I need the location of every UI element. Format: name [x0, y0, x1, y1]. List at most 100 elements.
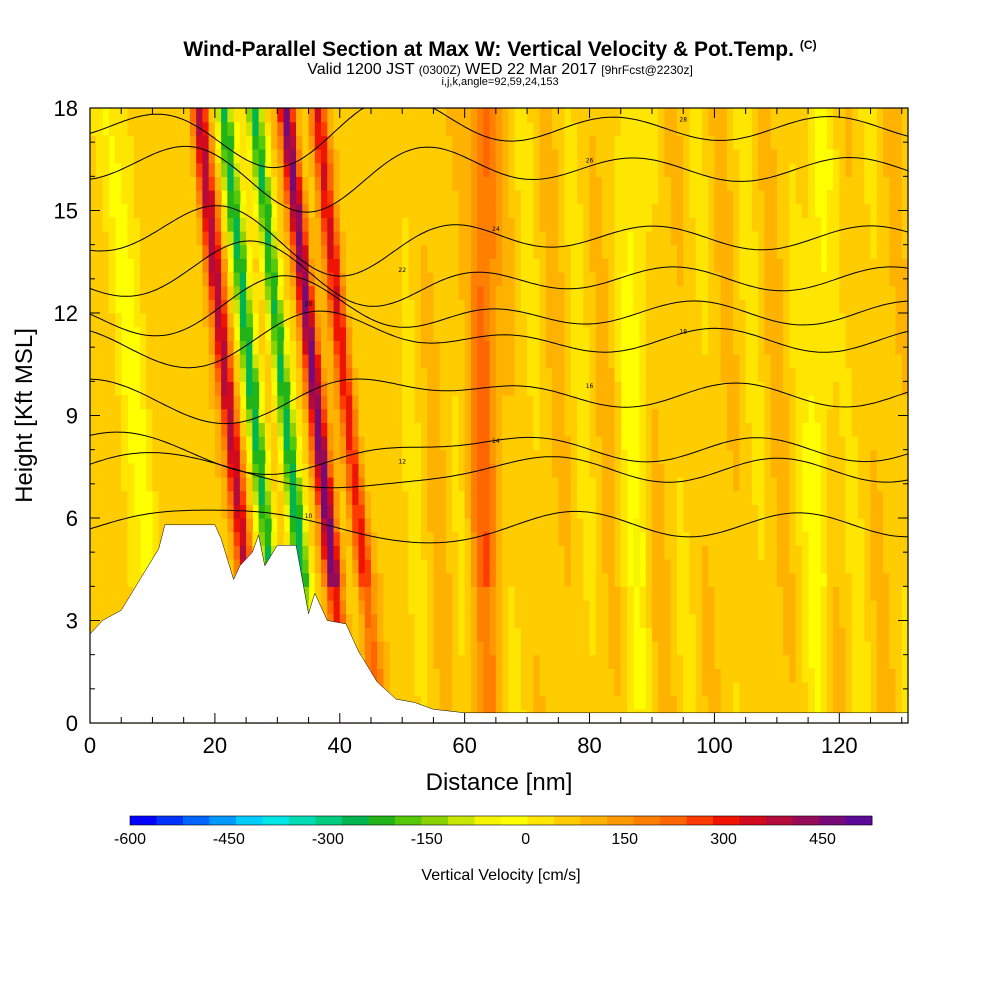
field-cell [533, 395, 541, 410]
field-cell [470, 449, 478, 464]
field-cell [527, 408, 534, 423]
field-cell [202, 149, 210, 164]
field-cell [227, 477, 235, 492]
field-cell [202, 203, 210, 218]
field-cell [745, 121, 753, 136]
field-cell [595, 477, 603, 492]
field-cell [189, 272, 197, 287]
field-cell [214, 477, 222, 492]
field-cell [751, 682, 759, 697]
field-cell [439, 272, 447, 287]
field-cell [608, 668, 616, 683]
field-cell [395, 545, 403, 560]
field-cell [389, 217, 397, 232]
field-cell [570, 654, 578, 669]
field-cell [339, 463, 347, 478]
field-cell [271, 477, 278, 492]
field-cell [439, 258, 447, 273]
field-cell [689, 190, 697, 205]
field-cell [695, 381, 703, 396]
field-cell [152, 135, 160, 150]
field-cell [545, 190, 553, 205]
field-cell [177, 149, 185, 164]
field-cell [726, 641, 734, 656]
field-cell [339, 340, 347, 355]
field-cell [214, 449, 222, 464]
field-cell [227, 108, 235, 123]
field-cell [751, 313, 759, 328]
field-cell [402, 231, 410, 246]
field-cell [308, 313, 316, 328]
field-cell [408, 258, 416, 273]
field-cell [352, 518, 360, 533]
field-cell [783, 449, 790, 464]
field-cell [402, 436, 410, 451]
field-cell [189, 449, 197, 464]
field-cell [264, 463, 272, 478]
field-cell [158, 395, 166, 410]
field-cell [308, 285, 316, 300]
field-cell [289, 518, 297, 533]
field-cell [458, 422, 466, 437]
field-cell [758, 641, 765, 656]
field-cell [420, 149, 428, 164]
field-cell [683, 258, 691, 273]
field-cell [208, 490, 216, 505]
field-cell [114, 559, 122, 574]
field-cell [508, 231, 516, 246]
field-cell [689, 244, 697, 259]
field-cell [289, 531, 297, 546]
field-cell [283, 463, 291, 478]
field-cell [433, 313, 441, 328]
field-cell [801, 668, 809, 683]
field-cell [464, 613, 472, 628]
field-cell [133, 518, 141, 533]
field-cell [121, 395, 129, 410]
field-cell [433, 668, 441, 683]
field-cell [701, 299, 709, 314]
field-cell [302, 162, 310, 177]
field-cell [445, 613, 453, 628]
field-cell [801, 162, 809, 177]
field-cell [189, 408, 197, 423]
field-cell [514, 504, 522, 519]
field-cell [533, 149, 541, 164]
field-cell [127, 162, 135, 177]
field-cell [439, 354, 447, 369]
field-cell [639, 231, 647, 246]
field-cell [639, 381, 647, 396]
field-cell [258, 354, 266, 369]
field-cell [108, 531, 116, 546]
field-cell [289, 408, 297, 423]
field-cell [283, 121, 291, 136]
field-cell [627, 190, 634, 205]
field-cell [745, 600, 753, 615]
field-cell [339, 326, 347, 341]
field-cell [758, 436, 765, 451]
field-cell [102, 477, 110, 492]
field-cell [346, 313, 353, 328]
field-cell [514, 395, 522, 410]
field-cell [352, 162, 360, 177]
field-cell [714, 381, 722, 396]
field-cell [452, 477, 460, 492]
field-cell [402, 203, 410, 218]
field-cell [689, 408, 697, 423]
field-cell [202, 395, 210, 410]
field-cell [733, 149, 741, 164]
field-cell [102, 518, 110, 533]
field-cell [445, 422, 453, 437]
field-cell [508, 217, 516, 232]
field-cell [658, 627, 666, 642]
field-cell [202, 449, 210, 464]
field-cell [545, 627, 553, 642]
field-cell [495, 613, 503, 628]
field-cell [533, 121, 541, 136]
field-cell [620, 695, 628, 710]
field-cell [383, 135, 391, 150]
field-cell [783, 381, 790, 396]
field-cell [196, 190, 203, 205]
field-cell [239, 176, 247, 191]
field-cell [127, 135, 135, 150]
field-cell [645, 190, 653, 205]
